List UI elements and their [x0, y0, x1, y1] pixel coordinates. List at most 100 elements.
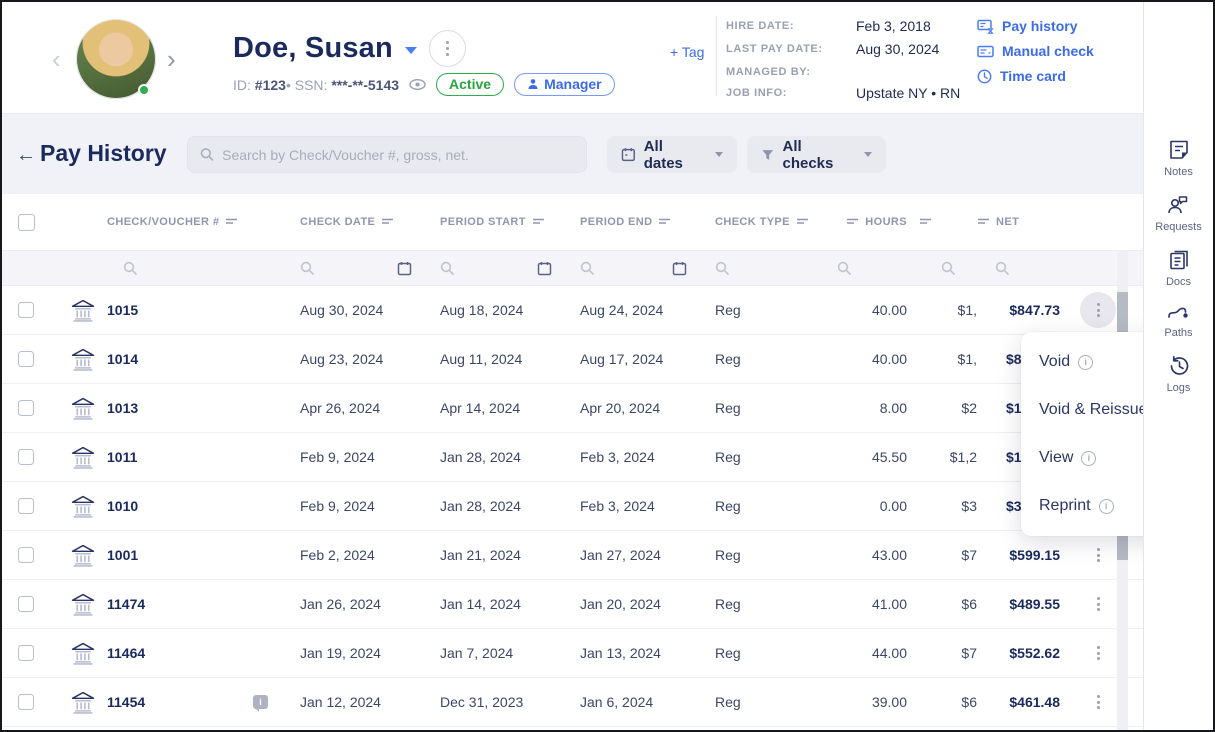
- table-row[interactable]: 1014 Aug 23, 2024 Aug 11, 2024 Aug 17, 2…: [2, 335, 1143, 384]
- calendar-icon[interactable]: [397, 261, 412, 276]
- row-checkbox[interactable]: [18, 547, 34, 563]
- check-date: Jan 19, 2024: [300, 645, 440, 661]
- hours: 41.00: [825, 596, 907, 612]
- filter-check-date[interactable]: [300, 251, 440, 285]
- row-actions-button[interactable]: [1080, 684, 1116, 720]
- notes-icon: [1167, 138, 1191, 162]
- table-row[interactable]: 1013 Apr 26, 2024 Apr 14, 2024 Apr 20, 2…: [2, 384, 1143, 433]
- name-dropdown-caret-icon[interactable]: [405, 47, 417, 54]
- row-actions-button[interactable]: [1080, 586, 1116, 622]
- filter-gross[interactable]: [907, 251, 977, 285]
- table-row[interactable]: 1015 Aug 30, 2024 Aug 18, 2024 Aug 24, 2…: [2, 286, 1143, 335]
- calendar-icon[interactable]: [537, 261, 552, 276]
- column-gross[interactable]: [907, 218, 977, 227]
- add-tag-link[interactable]: + Tag: [670, 44, 704, 60]
- eye-icon[interactable]: [409, 79, 426, 90]
- gross-amount: $2: [907, 400, 977, 416]
- filter-check-type[interactable]: [715, 251, 825, 285]
- search-icon: [837, 261, 852, 276]
- select-all-checkbox[interactable]: [18, 214, 35, 231]
- sidebar-item-docs[interactable]: Docs: [1166, 248, 1191, 288]
- role-badge[interactable]: Manager: [514, 73, 615, 96]
- check-number: 1014: [107, 351, 138, 367]
- column-period-end[interactable]: PERIOD END: [580, 216, 715, 228]
- check-filter-button[interactable]: All checks: [747, 136, 886, 173]
- pay-history-toolbar: ← Pay History All dates: [2, 114, 1143, 194]
- period-end: Jan 27, 2024: [580, 547, 715, 563]
- column-period-start[interactable]: PERIOD START: [440, 216, 580, 228]
- date-filter-button[interactable]: All dates: [607, 136, 737, 173]
- column-net[interactable]: NET: [977, 216, 1060, 228]
- check-number: 11454: [107, 694, 145, 710]
- period-start: Jan 7, 2024: [440, 645, 580, 661]
- table-row[interactable]: 1001 Feb 2, 2024 Jan 21, 2024 Jan 27, 20…: [2, 531, 1143, 580]
- check-date: Feb 9, 2024: [300, 498, 440, 514]
- net-amount: $461.48: [1009, 694, 1060, 710]
- check-type: Reg: [715, 302, 825, 318]
- column-check-date[interactable]: CHECK DATE: [300, 216, 440, 228]
- filter-period-end[interactable]: [580, 251, 715, 285]
- column-check-voucher[interactable]: CHECK/VOUCHER #: [107, 216, 300, 228]
- employee-avatar[interactable]: [76, 19, 156, 99]
- table-row[interactable]: 1010 Feb 9, 2024 Jan 28, 2024 Feb 3, 202…: [2, 482, 1143, 531]
- time-card-link[interactable]: Time card: [977, 68, 1094, 84]
- filter-lines-icon: [225, 218, 238, 227]
- check-number: 1013: [107, 400, 138, 416]
- calendar-icon[interactable]: [672, 261, 687, 276]
- chevron-down-icon: [864, 152, 872, 157]
- check-type: Reg: [715, 694, 825, 710]
- sidebar-item-notes[interactable]: Notes: [1164, 138, 1193, 178]
- bank-icon: [70, 299, 96, 322]
- filter-hours[interactable]: [825, 251, 907, 285]
- previous-employee-button[interactable]: ‹: [52, 46, 61, 72]
- next-employee-button[interactable]: ›: [167, 46, 176, 72]
- row-actions-button[interactable]: [1080, 292, 1116, 328]
- check-number: 1010: [107, 498, 138, 514]
- row-checkbox[interactable]: [18, 596, 34, 612]
- row-actions-button[interactable]: [1080, 537, 1116, 573]
- row-actions-button[interactable]: [1080, 635, 1116, 671]
- filter-period-start[interactable]: [440, 251, 580, 285]
- calendar-icon: [621, 147, 636, 162]
- row-checkbox[interactable]: [18, 302, 34, 318]
- kebab-icon: [1097, 646, 1100, 660]
- search-input[interactable]: [222, 147, 574, 163]
- row-checkbox[interactable]: [18, 498, 34, 514]
- row-checkbox[interactable]: [18, 449, 34, 465]
- status-badge: Active: [436, 73, 504, 96]
- right-rail: Notes Requests Docs: [1143, 2, 1213, 730]
- sidebar-item-requests[interactable]: Requests: [1155, 193, 1201, 233]
- row-checkbox[interactable]: [18, 351, 34, 367]
- id-label: ID:: [233, 77, 251, 93]
- pay-history-link[interactable]: Pay history: [977, 18, 1094, 34]
- sidebar-item-paths[interactable]: Paths: [1164, 303, 1192, 339]
- filter-net[interactable]: [977, 251, 1060, 285]
- row-checkbox[interactable]: [18, 645, 34, 661]
- check-type: Reg: [715, 449, 825, 465]
- table-row[interactable]: 11464 Jan 19, 2024 Jan 7, 2024 Jan 13, 2…: [2, 629, 1143, 678]
- filter-check-voucher[interactable]: [107, 251, 300, 285]
- table-row[interactable]: 1011 Feb 9, 2024 Jan 28, 2024 Feb 3, 202…: [2, 433, 1143, 482]
- period-start: Aug 18, 2024: [440, 302, 580, 318]
- docs-icon: [1167, 248, 1191, 272]
- sidebar-item-logs[interactable]: Logs: [1167, 354, 1191, 394]
- employee-actions-menu-button[interactable]: [429, 30, 466, 67]
- row-checkbox[interactable]: [18, 694, 34, 710]
- sidebar-item-label: Requests: [1155, 221, 1201, 233]
- quick-links: Pay history Manual check Time card: [977, 18, 1094, 84]
- row-checkbox[interactable]: [18, 400, 34, 416]
- check-number: 1011: [107, 449, 137, 465]
- search-icon: [200, 147, 214, 162]
- manual-check-link[interactable]: Manual check: [977, 43, 1094, 59]
- column-hours[interactable]: HOURS: [825, 216, 907, 228]
- pay-history-page: ← Pay History All dates: [2, 114, 1143, 732]
- back-button[interactable]: ←: [16, 144, 36, 167]
- info-badge-icon[interactable]: i: [253, 695, 268, 709]
- table-row[interactable]: 11474 Jan 26, 2024 Jan 14, 2024 Jan 20, …: [2, 580, 1143, 629]
- hours: 0.00: [825, 498, 907, 514]
- filter-lines-icon: [658, 218, 671, 227]
- table-row[interactable]: 11454 i Jan 12, 2024 Dec 31, 2023 Jan 6,…: [2, 678, 1143, 727]
- hours: 44.00: [825, 645, 907, 661]
- table-header-row: CHECK/VOUCHER # CHECK DATE PERIOD START …: [2, 194, 1143, 250]
- column-check-type[interactable]: CHECK TYPE: [715, 216, 825, 228]
